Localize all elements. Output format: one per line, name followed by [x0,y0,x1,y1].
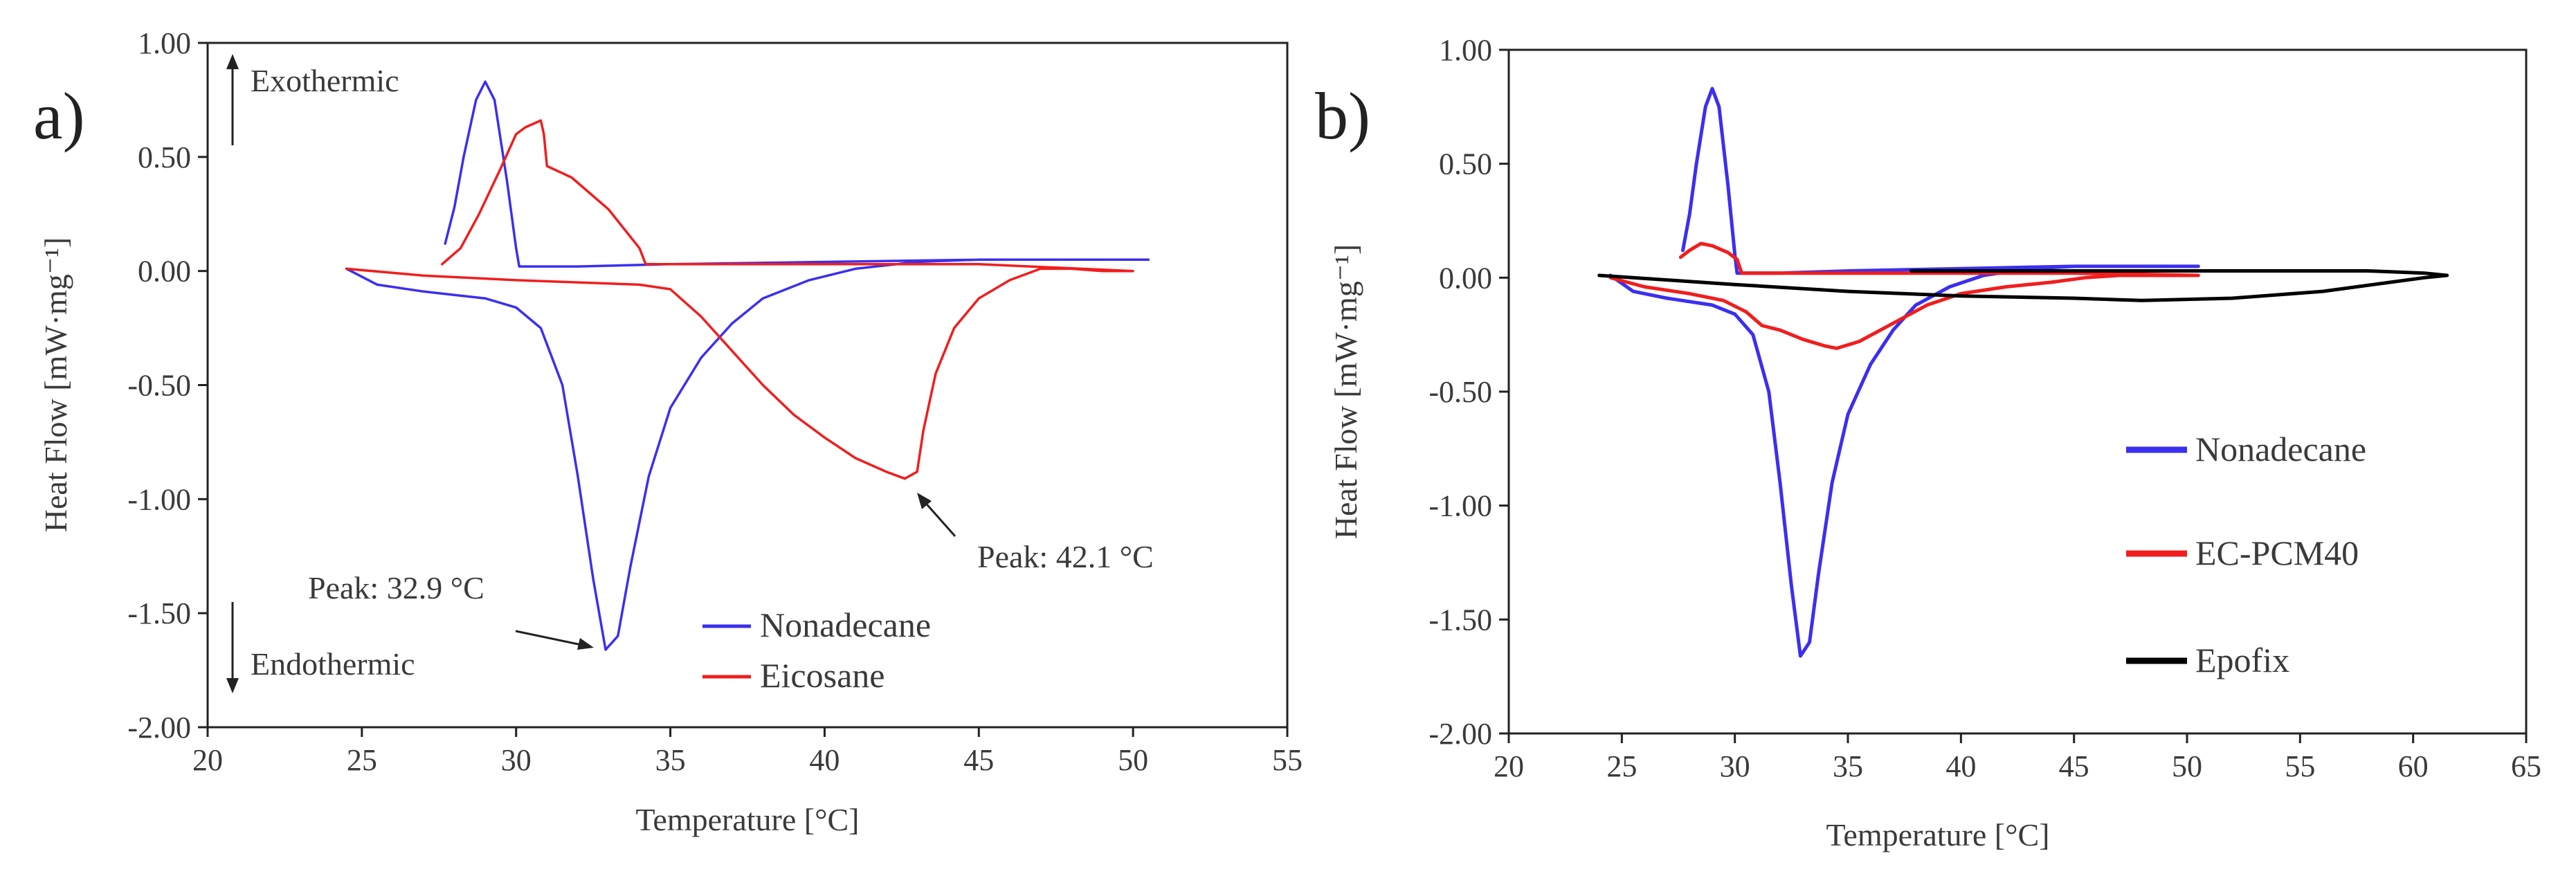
panel-a-y-tick-label: -2.00 [127,711,191,745]
panel-b-x-tick-label: 40 [1945,749,1976,783]
legend-b-label-ec-pcm40: EC-PCM40 [2195,533,2359,572]
panel-a-x-tick-label: 55 [1272,743,1303,777]
panel-a-ticks: 20 25 30 35 40 45 50 55 1.00 0.50 0.00 -0.50 -1.00 -1… [127,26,1303,777]
panel-b-x-tick-label: 65 [2511,749,2541,783]
panel-b-x-tick-label: 50 [2172,749,2202,783]
panel-b-series-epofix [1597,269,2449,302]
panel-a-label: a) [33,79,85,153]
panel-b-y-tick-label: -1.00 [1428,489,1492,523]
panel-a-series-eicosane [345,119,1134,480]
panel-b-x-tick-label: 45 [2059,749,2089,783]
peak-eicosane-arrow-head [917,493,932,509]
legend-a-label-nonadecane: Nonadecane [760,605,931,644]
panel-b-plot-frame [1507,48,2528,735]
panel-b-y-tick-label: -1.50 [1428,603,1492,637]
panel-b-y-tick-label: 1.00 [1439,33,1492,67]
legend-a-label-eicosane: Eicosane [760,656,885,695]
peak-nonadecane-arrow-head [577,638,594,650]
panel-b-y-tick-label: -2.00 [1428,717,1492,751]
panel-b-y-tick-label: -0.50 [1428,375,1492,409]
panel-a-x-tick-label: 35 [655,743,686,777]
panel-a-y-tick-label: -1.00 [127,482,191,516]
exothermic-arrow-head [226,54,239,69]
peak-nonadecane-label: Peak: 32.9 °C [308,570,484,605]
panel-b-series-ec-pcm40 [1608,241,2200,350]
panel-b-x-tick-label: 30 [1720,749,1750,783]
panel-a-series-nonadecane [345,80,1150,651]
panel-b-y-tick-label: 0.00 [1439,261,1492,295]
panel-a-y-tick-label: 0.50 [138,140,191,174]
panel-b: b) 20 25 30 35 40 45 50 55 60 65 1.00 0.50 0.00 -0.50… [1315,33,2541,852]
panel-b-x-tick-label: 35 [1833,749,1863,783]
panel-a-x-tick-label: 40 [809,743,840,777]
panel-b-label: b) [1315,79,1370,153]
panel-a-x-tick-label: 45 [963,743,994,777]
panel-a-x-tick-label: 20 [192,743,223,777]
peak-eicosane-arrow [921,499,956,537]
panel-a-y-tick-label: -0.50 [127,369,191,403]
panel-a-x-tick-label: 50 [1118,743,1148,777]
panel-a-x-tick-label: 25 [347,743,377,777]
endothermic-arrow-head [226,678,239,693]
panel-b-y-tick-label: 0.50 [1439,147,1492,181]
panel-a-x-tick-label: 30 [501,743,532,777]
endothermic-label: Endothermic [251,646,415,682]
panel-a-y-tick-label: 0.00 [138,255,191,289]
legend-b-label-nonadecane: Nonadecane [2195,430,2366,468]
panel-b-x-axis-label: Temperature [°C] [1826,817,2050,852]
panel-a-lines [345,80,1150,651]
panel-b-x-tick-label: 60 [2398,749,2429,783]
panel-b-x-tick-label: 20 [1494,749,1524,783]
panel-a: a) 20 25 30 35 40 45 50 55 1.00 0.50 0.00 -0.50 -1.0… [33,26,1303,837]
panel-b-x-tick-label: 25 [1606,749,1637,783]
panel-b-lines [1597,86,2449,658]
legend-b-label-epofix: Epofix [2195,641,2289,679]
panel-a-y-axis-label: Heat Flow [mW·mg⁻¹] [38,237,73,532]
exothermic-label: Exothermic [251,63,399,98]
peak-eicosane-label: Peak: 42.1 °C [977,539,1154,574]
peak-nonadecane-arrow [515,630,586,647]
panel-b-ticks: 20 25 30 35 40 45 50 55 60 65 1.00 0.50 0.00 -0.50 -1.… [1428,33,2541,783]
panel-a-y-tick-label: 1.00 [138,26,191,60]
panel-a-y-tick-label: -1.50 [127,596,191,630]
panel-b-y-axis-label: Heat Flow [mW·mg⁻¹] [1328,244,1363,539]
panel-a-x-axis-label: Temperature [°C] [636,802,860,837]
panel-b-series-nonadecane [1608,86,2200,658]
panel-b-x-tick-label: 55 [2285,749,2315,783]
